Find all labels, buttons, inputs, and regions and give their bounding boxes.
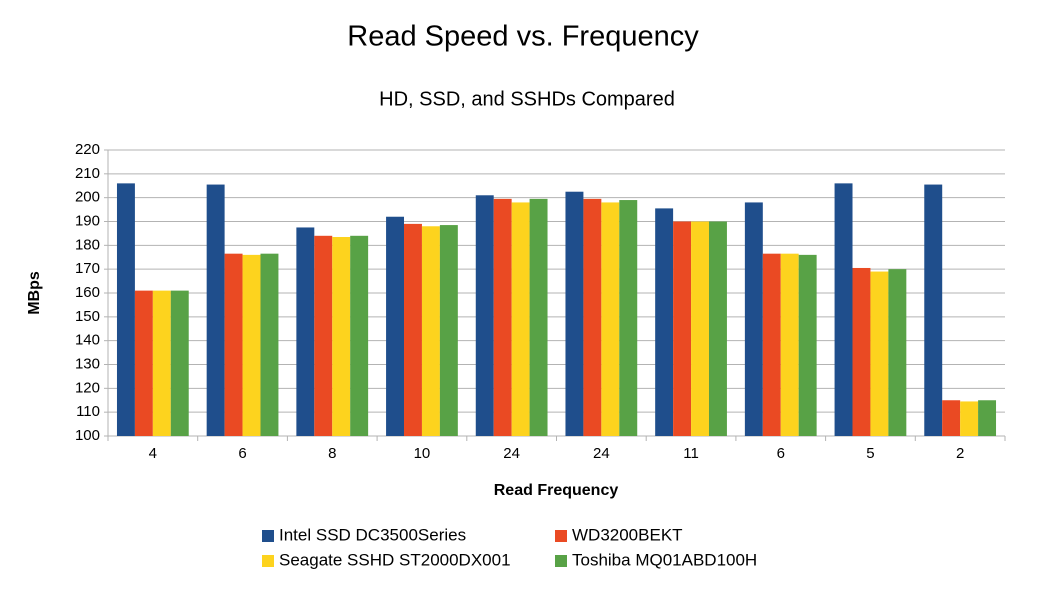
x-tick-label: 4 bbox=[149, 445, 157, 462]
x-axis-label: Read Frequency bbox=[494, 482, 619, 499]
bar bbox=[744, 202, 763, 436]
bar bbox=[870, 271, 889, 436]
y-tick-label: 210 bbox=[75, 165, 100, 182]
bar bbox=[404, 223, 422, 436]
bar bbox=[762, 253, 781, 436]
bar bbox=[170, 290, 189, 436]
x-tick-label: 6 bbox=[777, 445, 785, 462]
legend-swatch bbox=[555, 530, 567, 542]
bar bbox=[924, 184, 943, 436]
bar bbox=[242, 254, 261, 436]
bar bbox=[655, 208, 674, 436]
bar bbox=[296, 227, 315, 436]
bar bbox=[960, 401, 979, 436]
bar bbox=[332, 236, 351, 436]
bar bbox=[529, 198, 548, 436]
bar bbox=[601, 202, 620, 436]
x-tick-label: 8 bbox=[328, 445, 336, 462]
bar bbox=[978, 400, 997, 436]
legend-label: WD3200BEKT bbox=[572, 525, 683, 544]
bar bbox=[439, 225, 458, 436]
legend-label: Intel SSD DC3500Series bbox=[279, 525, 466, 544]
bar bbox=[421, 226, 440, 436]
bar bbox=[493, 198, 512, 436]
bar bbox=[888, 269, 907, 436]
y-tick-label: 100 bbox=[75, 427, 100, 444]
y-tick-label: 160 bbox=[75, 284, 100, 301]
bar bbox=[834, 183, 853, 436]
chart-subtitle: HD, SSD, and SSHDs Compared bbox=[379, 88, 675, 110]
y-tick-label: 150 bbox=[75, 308, 100, 325]
bar bbox=[852, 267, 871, 436]
bar bbox=[619, 200, 638, 436]
bar bbox=[942, 400, 961, 436]
bar bbox=[475, 195, 494, 436]
bar bbox=[386, 216, 405, 436]
bar bbox=[691, 221, 709, 436]
bar bbox=[260, 253, 279, 436]
y-tick-label: 120 bbox=[75, 379, 100, 396]
bar bbox=[583, 198, 602, 436]
bar bbox=[511, 202, 530, 436]
y-axis-label: MBps bbox=[26, 271, 43, 315]
x-tick-label: 5 bbox=[866, 445, 874, 462]
y-tick-label: 110 bbox=[76, 403, 100, 420]
y-tick-label: 170 bbox=[75, 260, 100, 277]
bar bbox=[673, 221, 692, 436]
legend-label: Seagate SSHD ST2000DX001 bbox=[279, 550, 511, 569]
bar bbox=[152, 290, 171, 436]
x-tick-label: 6 bbox=[238, 445, 246, 462]
bar bbox=[224, 253, 243, 436]
x-tick-label: 24 bbox=[503, 445, 520, 462]
y-tick-label: 200 bbox=[75, 189, 100, 206]
y-tick-label: 220 bbox=[75, 141, 100, 158]
bar bbox=[314, 235, 333, 436]
y-tick-label: 190 bbox=[75, 212, 100, 229]
bar bbox=[206, 184, 225, 436]
bar bbox=[708, 221, 727, 436]
bar bbox=[116, 183, 135, 436]
legend-swatch bbox=[555, 555, 567, 567]
chart-title: Read Speed vs. Frequency bbox=[347, 21, 699, 53]
x-tick-label: 11 bbox=[683, 445, 699, 462]
y-tick-label: 140 bbox=[75, 332, 100, 349]
legend-swatch bbox=[262, 555, 274, 567]
x-tick-label: 10 bbox=[414, 445, 431, 462]
x-tick-label: 2 bbox=[956, 445, 964, 462]
x-tick-label: 24 bbox=[593, 445, 610, 462]
legend-swatch bbox=[262, 530, 274, 542]
legend-label: Toshiba MQ01ABD100H bbox=[572, 550, 757, 569]
bar bbox=[134, 290, 153, 436]
bar bbox=[798, 254, 817, 436]
bar bbox=[780, 253, 799, 436]
y-tick-label: 130 bbox=[75, 355, 100, 372]
bar bbox=[350, 235, 369, 436]
y-tick-label: 180 bbox=[75, 236, 100, 253]
bar bbox=[565, 191, 584, 436]
